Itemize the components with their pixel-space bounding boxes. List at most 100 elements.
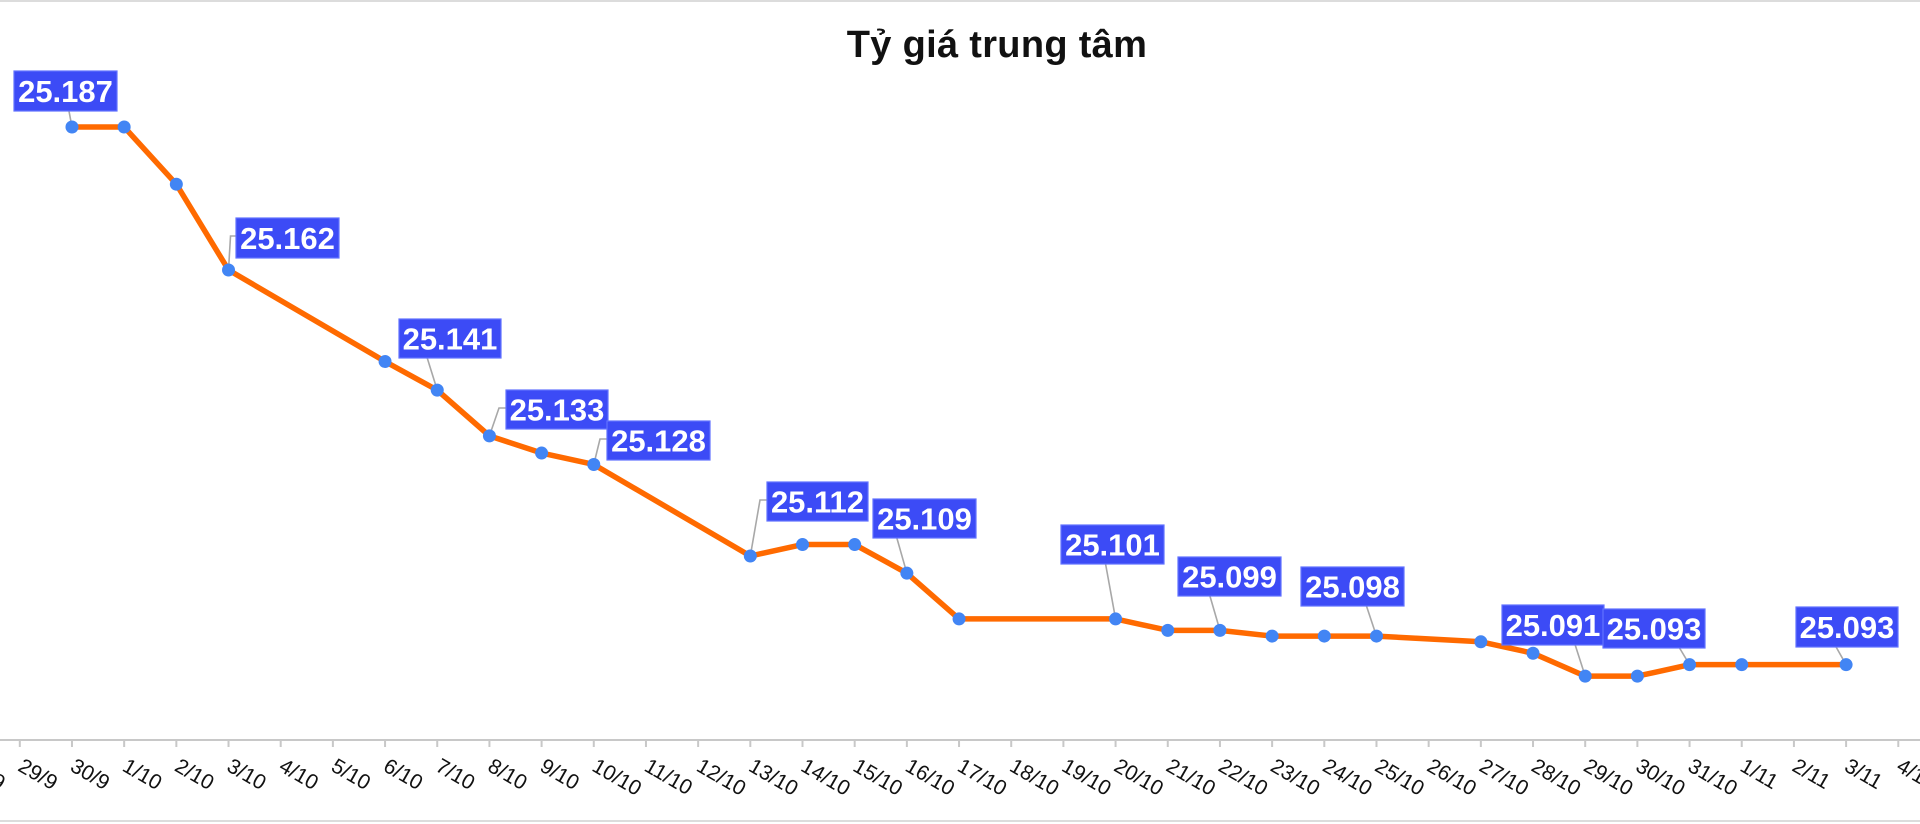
data-label-box — [235, 217, 340, 259]
x-tick-label: 30/10 — [1632, 754, 1689, 800]
data-point-marker — [1213, 623, 1227, 637]
x-tick-label: 2/10 — [171, 754, 218, 794]
data-markers — [65, 120, 1853, 683]
data-point-marker — [1735, 658, 1749, 672]
data-point-marker — [535, 446, 549, 460]
data-label-value: 25.098 — [1305, 570, 1400, 605]
x-tick-label: 8/10 — [484, 754, 531, 794]
x-tick-label: 22/10 — [1214, 754, 1271, 800]
x-tick-label: 15/10 — [849, 754, 906, 800]
data-label: 25.141 — [398, 318, 502, 359]
data-point-marker — [1630, 669, 1644, 683]
x-tick-label: 30/9 — [66, 754, 113, 794]
data-label-box — [1060, 524, 1165, 565]
data-point-marker — [1161, 623, 1175, 637]
x-tick-label: 11/10 — [640, 754, 696, 799]
data-point-marker — [65, 120, 79, 134]
data-label-box — [505, 389, 609, 430]
x-tick-label: 5/10 — [327, 754, 374, 794]
x-tick-label: 28/10 — [1528, 754, 1585, 800]
data-label: 25.098 — [1300, 566, 1405, 607]
x-tick-label: 4/10 — [275, 754, 322, 794]
data-label: 25.093 — [1602, 608, 1706, 649]
data-label-box — [872, 498, 977, 539]
data-label-value: 25.162 — [240, 221, 335, 256]
data-label-value: 25.091 — [1506, 608, 1601, 643]
data-point-marker — [1369, 629, 1383, 643]
data-label-value: 25.099 — [1182, 560, 1277, 595]
x-tick-label: 1/11 — [1736, 754, 1782, 794]
data-label: 25.128 — [606, 420, 711, 461]
data-label: 25.093 — [1795, 606, 1899, 648]
x-axis: 28/9 29/9 30/9 1/10 2/10 3/10 4/10 5/10 6/10 7/10… — [0, 739, 1920, 801]
label-connectors — [68, 110, 1847, 677]
x-tick-label: 29/9 — [14, 754, 61, 794]
data-point-marker — [952, 612, 966, 626]
data-label-box — [1602, 608, 1706, 649]
data-label: 25.099 — [1177, 556, 1282, 597]
data-point-marker — [1683, 658, 1697, 672]
x-tick-label: 24/10 — [1319, 754, 1376, 800]
data-label-value: 25.187 — [18, 74, 113, 109]
x-tick-label: 6/10 — [380, 754, 427, 794]
label-connector — [227, 235, 236, 271]
x-tick-label: 28/9 — [0, 754, 9, 794]
x-tick-label: 20/10 — [1110, 754, 1167, 800]
label-connector — [749, 499, 767, 557]
data-label-box — [13, 70, 118, 112]
data-point-marker — [1474, 635, 1488, 649]
data-point-marker — [1265, 629, 1279, 643]
x-tick-label: 26/10 — [1423, 754, 1480, 800]
x-tick-label: 29/10 — [1580, 754, 1637, 800]
x-tick-label: 4/11 — [1893, 754, 1920, 794]
chart-title: Tỷ giá trung tâm — [846, 24, 1148, 66]
x-tick-label: 17/10 — [954, 754, 1011, 800]
data-point-marker — [848, 538, 862, 552]
x-tick-label: 27/10 — [1475, 754, 1532, 800]
data-label: 25.091 — [1501, 604, 1605, 646]
data-label-value: 25.101 — [1065, 528, 1160, 563]
data-label-value: 25.093 — [1800, 610, 1895, 645]
data-point-marker — [222, 263, 236, 277]
series-line — [69, 124, 1849, 679]
data-label: 25.162 — [235, 217, 340, 259]
data-label: 25.112 — [766, 481, 869, 522]
x-tick-label: 3/10 — [223, 754, 270, 794]
x-tick-label: 3/11 — [1841, 754, 1887, 794]
data-label-value: 25.109 — [877, 502, 972, 537]
x-tick-label: 13/10 — [745, 754, 802, 800]
x-tick-label: 23/10 — [1267, 754, 1324, 800]
data-label: 25.101 — [1060, 524, 1165, 565]
rate-line — [69, 124, 1849, 679]
x-tick-label: 16/10 — [901, 754, 958, 800]
data-label: 25.109 — [872, 498, 977, 539]
data-label-value: 25.141 — [403, 322, 498, 357]
data-point-marker — [743, 549, 757, 563]
label-connector — [593, 438, 607, 465]
x-tick-label: 31/10 — [1684, 754, 1741, 800]
label-connector — [488, 407, 506, 437]
data-label-box — [1300, 566, 1405, 607]
x-tick-label: 12/10 — [693, 754, 750, 800]
data-point-marker — [1578, 669, 1592, 683]
data-label-value: 25.112 — [771, 485, 864, 520]
data-label-box — [606, 420, 711, 461]
data-point-marker — [796, 538, 809, 552]
data-label-value: 25.128 — [611, 424, 706, 459]
x-tick-label: 18/10 — [1006, 754, 1063, 800]
x-tick-label: 14/10 — [797, 754, 854, 800]
data-label: 25.187 — [13, 70, 118, 112]
label-connector — [1104, 563, 1117, 620]
data-label-value: 25.133 — [510, 393, 605, 428]
data-point-marker — [587, 457, 601, 471]
data-label-box — [1501, 604, 1605, 646]
x-tick-label: 7/10 — [432, 754, 479, 794]
data-point-marker — [482, 429, 496, 443]
x-tick-label: 19/10 — [1058, 754, 1115, 800]
x-tick-label: 21/10 — [1162, 754, 1219, 800]
x-tick-label: 9/10 — [536, 754, 583, 794]
data-point-marker — [1839, 658, 1853, 672]
